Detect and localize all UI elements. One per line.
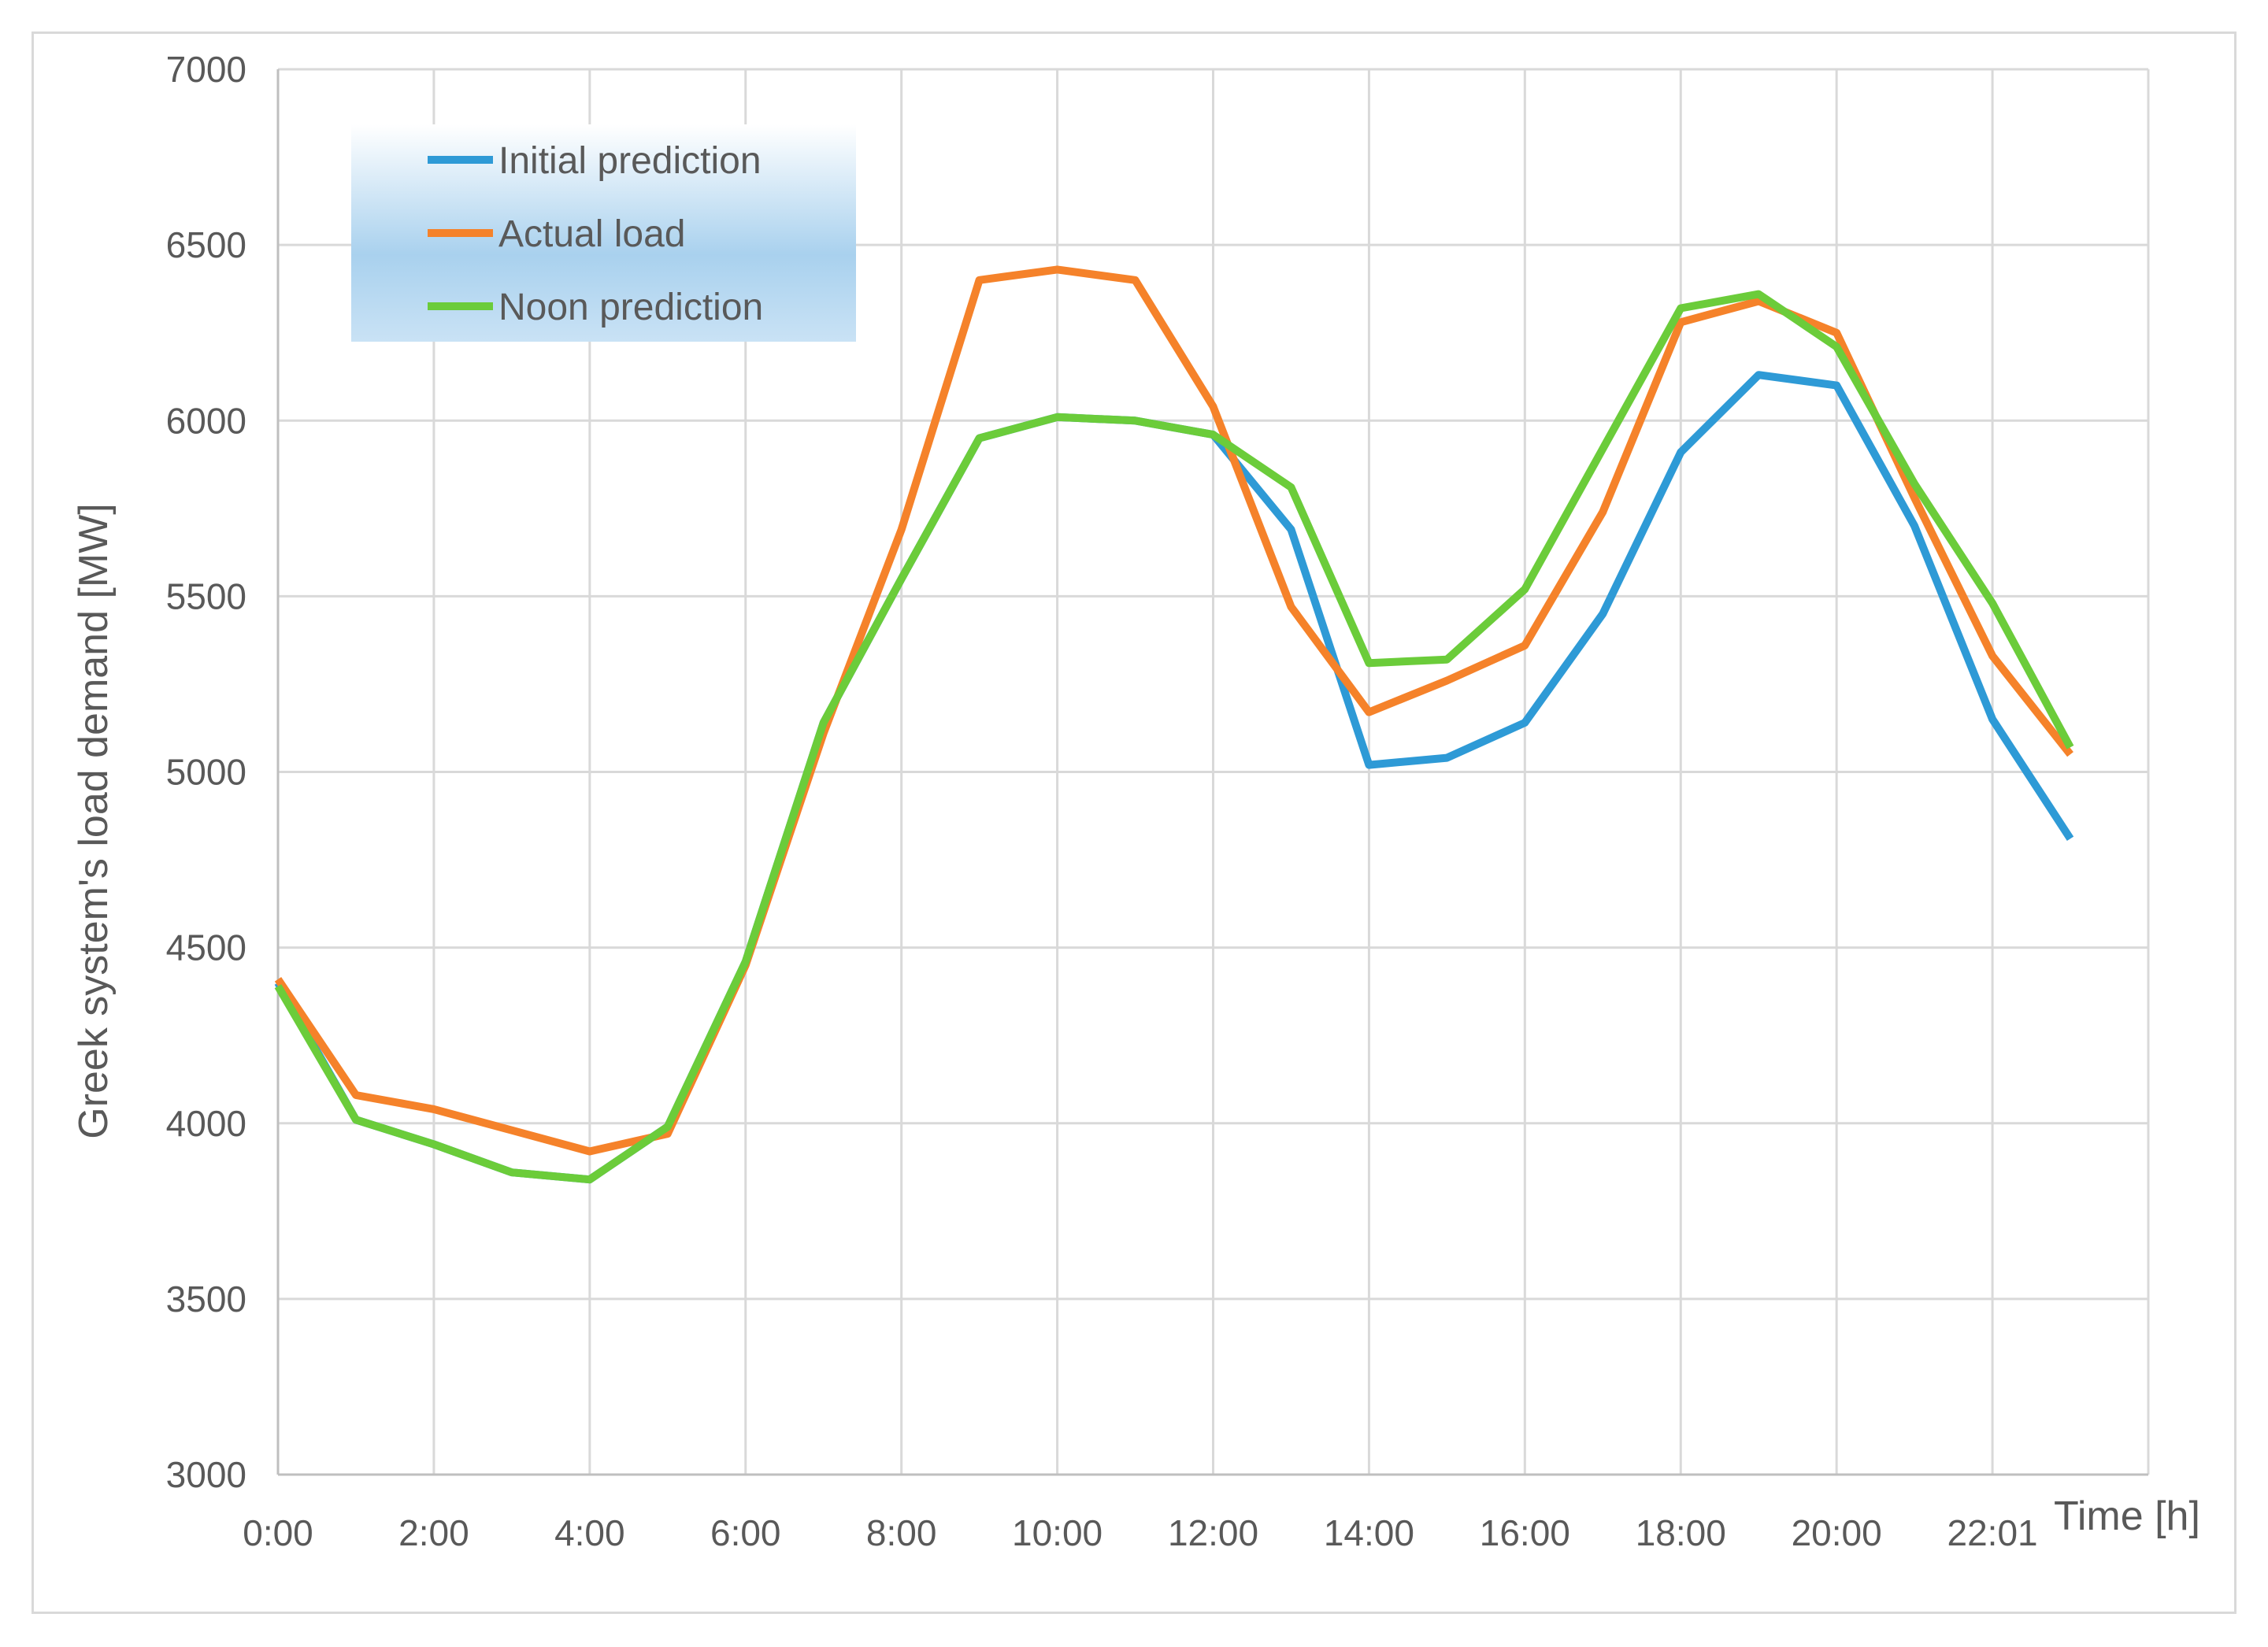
tick-labels: 3000 3500 4000 4500 5000 5500 6000 6500 7000 0:00… — [166, 49, 2038, 1553]
legend-label-actual-load: Actual load — [498, 213, 686, 255]
y-tick-label: 4500 — [166, 927, 246, 968]
x-tick-label: 4:00 — [554, 1512, 625, 1553]
x-tick-label: 12:00 — [1168, 1512, 1258, 1553]
series-line-noon-prediction — [274, 290, 2074, 1184]
y-tick-label: 5500 — [166, 576, 246, 616]
y-tick-label: 4000 — [166, 1103, 246, 1144]
x-tick-label: 8:00 — [866, 1512, 937, 1553]
legend-label-noon-prediction: Noon prediction — [498, 287, 763, 328]
series-lines — [274, 265, 2074, 1184]
axes — [276, 69, 2148, 1476]
y-tick-label: 6500 — [166, 224, 246, 265]
x-tick-label: 20:00 — [1792, 1512, 1882, 1553]
x-tick-label: 0:00 — [243, 1512, 313, 1553]
y-axis-title: Greek system's load demand [MW] — [71, 503, 117, 1139]
x-tick-label: 2:00 — [398, 1512, 469, 1553]
x-tick-label: 10:00 — [1012, 1512, 1102, 1553]
y-tick-label: 5000 — [166, 752, 246, 793]
x-tick-label: 14:00 — [1324, 1512, 1414, 1553]
legend-label-initial-prediction: Initial prediction — [498, 140, 762, 182]
x-tick-label: 16:00 — [1480, 1512, 1570, 1553]
y-tick-label: 7000 — [166, 49, 246, 90]
x-tick-label: 22:01 — [1947, 1512, 2038, 1553]
y-tick-label: 3500 — [166, 1279, 246, 1319]
series-line-actual-load — [274, 265, 2073, 1156]
x-tick-label: 18:00 — [1636, 1512, 1726, 1553]
series-line-initial-prediction — [274, 371, 2074, 1184]
y-tick-label: 6000 — [166, 400, 246, 441]
x-axis-title: Time [h] — [2054, 1493, 2200, 1539]
y-tick-label: 3000 — [166, 1454, 246, 1495]
legend: Initial prediction Actual load Noon predic… — [351, 124, 856, 342]
x-tick-label: 6:00 — [710, 1512, 781, 1553]
line-chart: 3000 3500 4000 4500 5000 5500 6000 6500 7000 0:00… — [71, 49, 2200, 1553]
chart-frame: 3000 3500 4000 4500 5000 5500 6000 6500 7000 0:00… — [32, 31, 2236, 1614]
